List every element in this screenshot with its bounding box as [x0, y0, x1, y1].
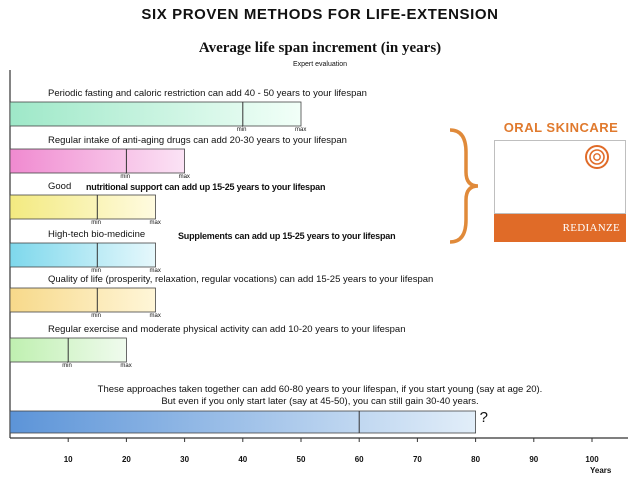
method-overlay-label: Supplements can add up 15-25 years to yo… — [178, 231, 396, 241]
product-image — [494, 140, 626, 214]
combined-line-1: These approaches taken together can add … — [97, 384, 543, 395]
promo-heading: ORAL SKINCARE — [503, 120, 619, 135]
method-label: Periodic fasting and caloric restriction… — [48, 88, 367, 99]
x-tick-label: 90 — [529, 455, 539, 464]
method-overlay-label: nutritional support can add up 15-25 yea… — [86, 182, 326, 192]
range-bar — [9, 101, 302, 127]
max-label: max — [149, 220, 161, 226]
min-label: min — [91, 268, 101, 274]
x-tick-label: 20 — [121, 455, 131, 464]
brace-icon — [449, 128, 479, 244]
x-tick-label: 70 — [412, 455, 422, 464]
x-tick-label: 30 — [180, 455, 190, 464]
page-title: SIX PROVEN METHODS FOR LIFE-EXTENSION — [141, 6, 499, 23]
x-tick-label: 40 — [238, 455, 248, 464]
question-mark: ? — [479, 409, 488, 426]
x-tick-label: 10 — [63, 455, 73, 464]
x-tick-label: 60 — [354, 455, 364, 464]
range-bar — [9, 194, 156, 220]
min-label: min — [236, 127, 247, 133]
min-label: min — [91, 220, 101, 226]
brand-name: REDIANZE — [562, 222, 620, 234]
chart-note: Expert evaluation — [292, 61, 348, 68]
chart-title: Average life span increment (in years) — [198, 40, 442, 56]
range-bar — [9, 287, 156, 313]
method-label: Regular exercise and moderate physical a… — [48, 324, 406, 335]
combined-bar — [9, 410, 477, 434]
method-label: Quality of life (prosperity, relaxation,… — [48, 274, 434, 285]
range-bar — [9, 148, 186, 174]
min-label: min — [62, 363, 72, 369]
x-tick-label: 50 — [296, 455, 306, 464]
x-axis-label: Years — [590, 466, 612, 475]
range-bar — [9, 242, 156, 268]
min-label: min — [91, 313, 101, 319]
swirl-logo-icon — [585, 145, 609, 169]
x-tick-label: 80 — [471, 455, 481, 464]
max-label: max — [149, 268, 161, 274]
product-band — [494, 214, 626, 242]
combined-line-2: But even if you only start later (say at… — [161, 396, 479, 407]
method-label: Good — [48, 181, 72, 192]
method-label: Regular intake of anti-aging drugs can a… — [48, 135, 347, 146]
max-label: max — [120, 363, 132, 369]
max-label: max — [178, 174, 190, 180]
min-label: min — [120, 174, 131, 180]
max-label: max — [149, 313, 161, 319]
method-label: High-tech bio-medicine — [48, 229, 146, 240]
x-tick-label: 100 — [585, 455, 599, 464]
max-label: max — [295, 127, 307, 133]
